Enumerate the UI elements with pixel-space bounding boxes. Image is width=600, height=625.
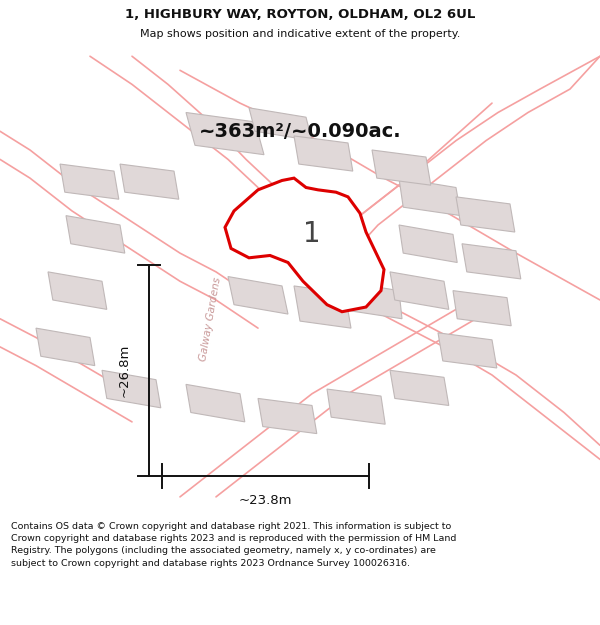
- Polygon shape: [249, 107, 312, 141]
- Polygon shape: [294, 286, 351, 328]
- Polygon shape: [342, 281, 402, 319]
- Polygon shape: [102, 370, 161, 408]
- Text: 1: 1: [303, 221, 321, 248]
- Polygon shape: [372, 150, 431, 185]
- Polygon shape: [438, 332, 497, 368]
- Text: 1, HIGHBURY WAY, ROYTON, OLDHAM, OL2 6UL: 1, HIGHBURY WAY, ROYTON, OLDHAM, OL2 6UL: [125, 8, 475, 21]
- Polygon shape: [327, 389, 385, 424]
- Polygon shape: [120, 164, 179, 199]
- Text: Galway Gardens: Galway Gardens: [197, 276, 223, 361]
- Polygon shape: [186, 384, 245, 422]
- Text: ~26.8m: ~26.8m: [118, 344, 131, 397]
- Polygon shape: [36, 328, 95, 366]
- Polygon shape: [66, 216, 125, 253]
- Text: Map shows position and indicative extent of the property.: Map shows position and indicative extent…: [140, 29, 460, 39]
- Polygon shape: [453, 291, 511, 326]
- Polygon shape: [390, 370, 449, 406]
- Polygon shape: [399, 225, 457, 262]
- Polygon shape: [225, 178, 384, 312]
- Polygon shape: [456, 197, 515, 232]
- Text: ~23.8m: ~23.8m: [239, 494, 292, 507]
- Polygon shape: [399, 178, 461, 216]
- Polygon shape: [294, 136, 353, 171]
- Polygon shape: [258, 399, 317, 434]
- Polygon shape: [186, 112, 264, 154]
- Polygon shape: [60, 164, 119, 199]
- Polygon shape: [48, 272, 107, 309]
- Polygon shape: [390, 272, 449, 309]
- Polygon shape: [462, 244, 521, 279]
- Text: Contains OS data © Crown copyright and database right 2021. This information is : Contains OS data © Crown copyright and d…: [11, 522, 456, 568]
- Polygon shape: [228, 276, 288, 314]
- Text: ~363m²/~0.090ac.: ~363m²/~0.090ac.: [199, 122, 401, 141]
